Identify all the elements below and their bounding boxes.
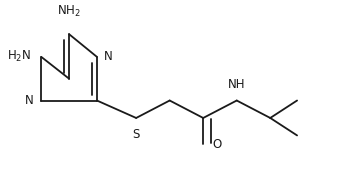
Text: N: N [104,50,113,63]
Text: H$_2$N: H$_2$N [7,49,31,64]
Text: O: O [213,138,222,151]
Text: NH$_2$: NH$_2$ [57,4,81,19]
Text: N: N [25,94,34,107]
Text: S: S [132,129,140,142]
Text: NH: NH [228,78,245,91]
